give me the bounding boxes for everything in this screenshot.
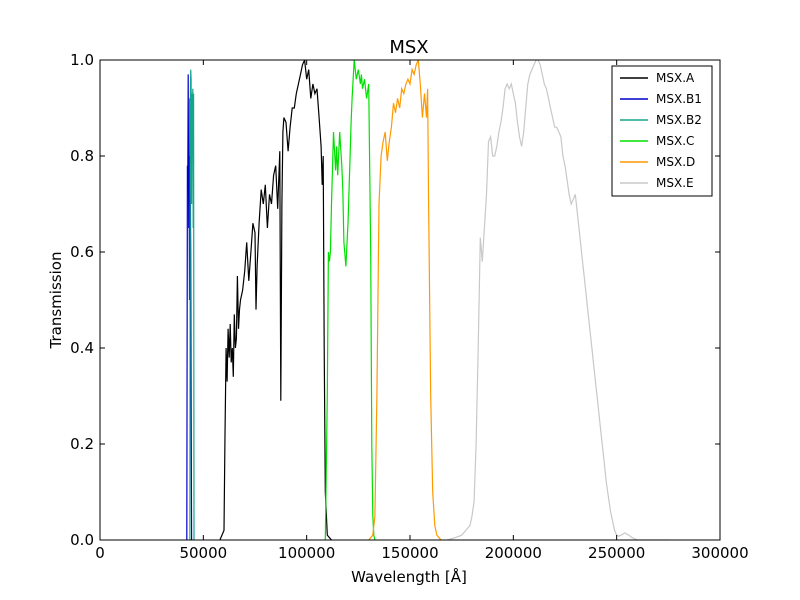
y-tick-label: 0.2 — [70, 435, 94, 453]
y-tick-label: 0.8 — [70, 147, 94, 165]
legend-label: MSX.A — [656, 71, 695, 85]
x-tick-label: 100000 — [278, 544, 335, 562]
legend-label: MSX.B1 — [656, 92, 702, 106]
chart-title: MSX — [389, 37, 428, 58]
x-tick-label: 250000 — [588, 544, 645, 562]
x-tick-label: 0 — [95, 544, 105, 562]
y-axis-label: Transmission — [47, 252, 65, 350]
series-line-msx-b2 — [189, 69, 195, 540]
legend-label: MSX.B2 — [656, 113, 702, 127]
series-line-msx-c — [324, 60, 376, 540]
series-line-msx-a — [219, 60, 332, 540]
legend-label: MSX.D — [656, 155, 695, 169]
legend-label: MSX.C — [656, 134, 694, 148]
y-tick-label: 0.4 — [70, 339, 94, 357]
x-axis-label: Wavelength [Å] — [351, 567, 467, 586]
y-tick-label: 0.6 — [70, 243, 94, 261]
y-tick-label: 1.0 — [70, 51, 94, 69]
plot-area — [186, 60, 671, 540]
legend: MSX.A MSX.B1 MSX.B2 MSX.C MSX.D MSX.E — [611, 65, 713, 197]
y-tick-label: 0.0 — [70, 531, 94, 549]
series-line-msx-b1 — [186, 74, 193, 540]
legend-box — [611, 65, 713, 197]
x-tick-label: 300000 — [691, 544, 748, 562]
legend-label: MSX.E — [656, 176, 694, 190]
series-line-msx-e — [447, 60, 671, 540]
x-tick-label: 50000 — [179, 544, 227, 562]
series-line-msx-d — [368, 60, 442, 540]
axis-ticks: 0 50000 100000 150000 200000 250000 300000 0.0 0… — [70, 51, 748, 562]
x-tick-label: 200000 — [485, 544, 542, 562]
x-tick-label: 150000 — [381, 544, 438, 562]
